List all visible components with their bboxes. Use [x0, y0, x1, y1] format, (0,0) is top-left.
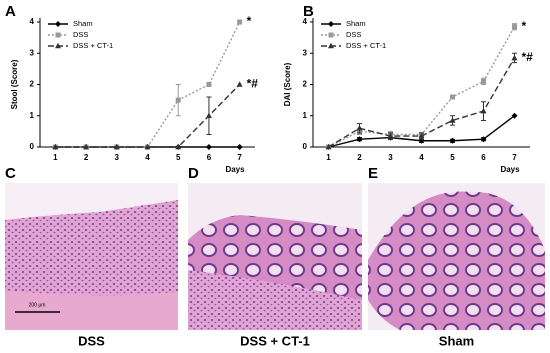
annotation: *#	[522, 50, 534, 64]
y-tick-label: 3	[303, 48, 308, 57]
x-tick-label: 3	[115, 153, 120, 162]
legend-label: DSS + CT-1	[73, 41, 113, 50]
marker	[480, 107, 487, 114]
marker	[175, 97, 181, 103]
panel-label: B	[303, 3, 314, 20]
marker	[236, 144, 243, 150]
marker	[328, 32, 334, 38]
x-tick-label: 1	[326, 153, 331, 162]
x-tick-label: 5	[450, 153, 455, 162]
x-axis-label: Days	[500, 165, 520, 174]
panel-c-image	[5, 183, 178, 330]
x-tick-label: 1	[53, 153, 58, 162]
marker	[418, 132, 425, 139]
x-tick-label: 7	[512, 153, 517, 162]
marker	[205, 112, 212, 119]
legend-label: Sham	[73, 19, 93, 28]
marker	[236, 81, 243, 87]
panel-label: D	[188, 165, 199, 182]
marker	[356, 136, 363, 143]
marker	[512, 24, 517, 30]
x-tick-label: 4	[145, 153, 150, 162]
y-tick-label: 3	[30, 48, 35, 57]
x-tick-label: 7	[237, 153, 242, 162]
marker	[144, 143, 151, 150]
legend-label: DSS	[73, 30, 88, 39]
y-tick-label: 4	[30, 17, 35, 26]
y-axis-label: DAI (Score)	[283, 62, 292, 106]
marker	[237, 19, 243, 25]
marker	[52, 143, 59, 150]
y-tick-label: 2	[30, 80, 35, 89]
y-tick-label: 4	[303, 17, 308, 26]
marker	[449, 117, 456, 123]
x-tick-label: 3	[388, 153, 393, 162]
marker	[205, 144, 212, 150]
x-tick-label: 4	[419, 153, 424, 162]
panel-caption: DSS	[78, 333, 105, 348]
marker	[511, 112, 518, 119]
panel-label: A	[5, 3, 16, 20]
annotation: *	[522, 19, 527, 33]
marker	[55, 21, 61, 27]
y-tick-label: 1	[30, 111, 35, 120]
x-tick-label: 5	[176, 153, 181, 162]
x-tick-label: 2	[84, 153, 89, 162]
marker	[325, 143, 332, 150]
x-tick-label: 2	[357, 153, 362, 162]
marker	[175, 143, 182, 150]
x-tick-label: 6	[207, 153, 212, 162]
marker	[356, 125, 363, 131]
annotation: *#	[247, 77, 259, 91]
marker	[113, 143, 120, 150]
marker	[83, 143, 90, 150]
panel-caption: DSS + CT-1	[240, 333, 310, 348]
y-tick-label: 0	[303, 142, 308, 151]
marker	[206, 82, 212, 87]
panel-e-image	[368, 183, 545, 330]
panel-d-image	[188, 183, 362, 330]
x-axis-label: Days	[225, 165, 245, 174]
marker	[481, 78, 486, 84]
legend-label: Sham	[346, 19, 366, 28]
panel-label: E	[368, 165, 378, 182]
marker	[328, 21, 334, 27]
series-line	[55, 84, 241, 148]
marker	[450, 94, 455, 100]
marker	[449, 137, 456, 144]
panel-caption: Sham	[439, 333, 474, 348]
marker	[328, 42, 334, 49]
scale-bar-label: 200 μm	[29, 302, 46, 308]
marker	[55, 32, 61, 38]
legend-label: DSS	[346, 30, 361, 39]
marker	[387, 132, 394, 139]
marker	[480, 136, 487, 143]
x-tick-label: 6	[481, 153, 486, 162]
y-tick-label: 0	[30, 142, 35, 151]
y-tick-label: 1	[303, 111, 308, 120]
y-tick-label: 2	[303, 80, 308, 89]
marker	[511, 54, 518, 61]
panel-label: C	[5, 165, 16, 182]
y-axis-label: Stool (Score)	[10, 59, 19, 109]
marker	[55, 42, 61, 49]
legend-label: DSS + CT-1	[346, 41, 386, 50]
annotation: *	[247, 14, 252, 28]
